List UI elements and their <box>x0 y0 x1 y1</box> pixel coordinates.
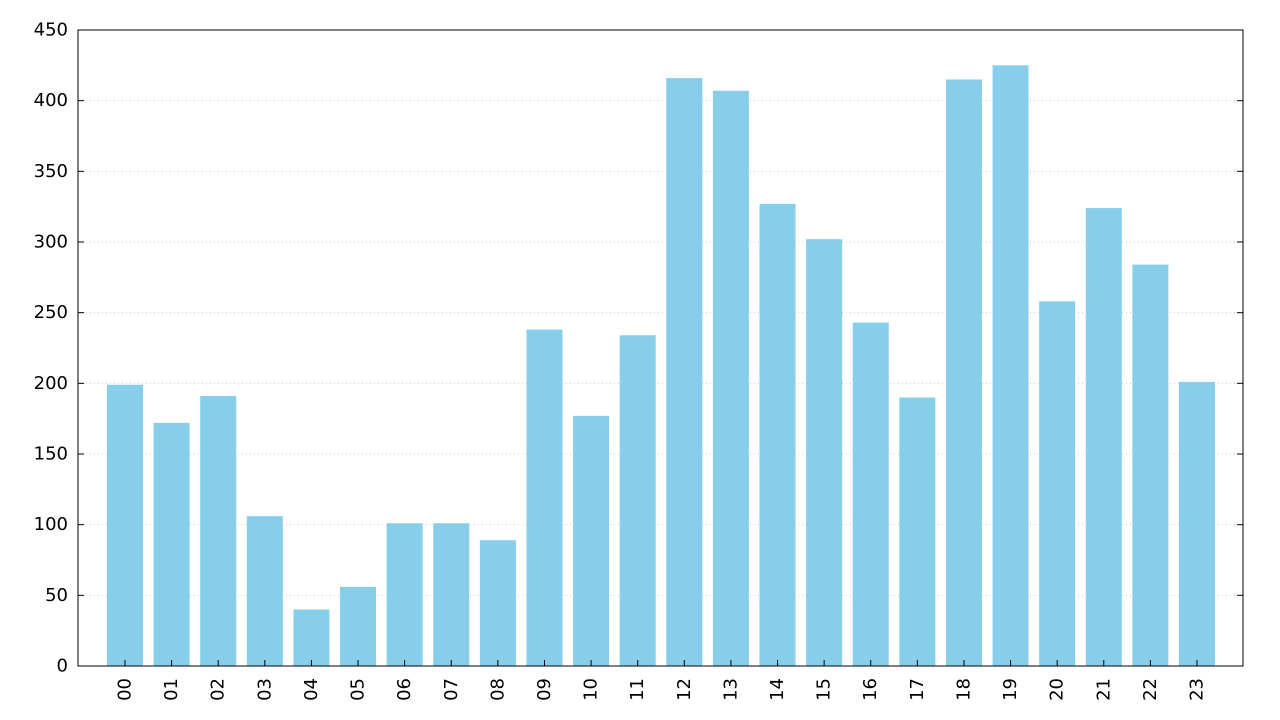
bar-18 <box>945 79 982 666</box>
x-tick-label: 08 <box>487 678 508 701</box>
bar-04 <box>293 609 330 666</box>
x-tick-label: 09 <box>534 678 555 701</box>
x-tick-label: 10 <box>581 678 602 701</box>
x-tick-label: 19 <box>1000 678 1021 701</box>
y-axis: 0 50 100 150 200 250 300 350 400 450 <box>34 20 1243 677</box>
y-tick-label: 350 <box>34 161 68 182</box>
x-tick-label: 22 <box>1140 678 1161 701</box>
y-tick-label: 100 <box>34 514 68 535</box>
bar-05 <box>340 586 377 666</box>
y-tick-label: 150 <box>34 444 68 465</box>
x-tick-label: 17 <box>907 678 928 701</box>
x-tick-label: 21 <box>1093 678 1114 701</box>
bar-11 <box>619 335 656 666</box>
bar-12 <box>666 78 703 666</box>
x-tick-label: 14 <box>767 678 788 701</box>
bar-07 <box>433 523 470 666</box>
bar-22 <box>1132 264 1169 666</box>
y-tick-label: 450 <box>34 20 68 41</box>
bar-02 <box>200 396 237 666</box>
bar-10 <box>573 415 610 666</box>
x-tick-label: 04 <box>301 678 322 701</box>
bar-06 <box>386 523 423 666</box>
x-tick-label: 15 <box>814 678 835 701</box>
bar-23 <box>1179 381 1215 666</box>
x-tick-label: 11 <box>627 678 648 701</box>
bar-20 <box>1039 301 1076 666</box>
bar-17 <box>899 397 936 666</box>
y-tick-label: 400 <box>34 90 68 111</box>
x-axis: 00 01 02 03 04 05 06 07 08 09 10 11 12 13 14 15 16 17 18 19… <box>115 660 1208 701</box>
plot-frame <box>77 29 1244 667</box>
bar-03 <box>246 516 283 666</box>
x-tick-label: 00 <box>115 678 136 701</box>
bar-15 <box>806 239 843 666</box>
x-tick-label: 23 <box>1187 678 1208 701</box>
x-tick-label: 06 <box>394 678 415 701</box>
bar-14 <box>759 203 796 666</box>
x-tick-label: 01 <box>161 678 182 701</box>
y-tick-label: 200 <box>34 373 68 394</box>
bar-19 <box>992 65 1029 667</box>
y-tick-label: 50 <box>45 585 68 606</box>
bar-09 <box>526 329 563 666</box>
bar-00 <box>107 384 143 666</box>
y-tick-label: 300 <box>34 232 68 253</box>
bar-16 <box>852 322 889 666</box>
bar-08 <box>479 540 516 666</box>
bar-13 <box>712 90 749 667</box>
x-tick-label: 13 <box>720 678 741 701</box>
x-tick-label: 07 <box>441 678 462 701</box>
x-tick-label: 03 <box>254 678 275 701</box>
y-tick-label: 0 <box>57 656 68 677</box>
x-tick-label: 20 <box>1047 678 1068 701</box>
x-tick-label: 12 <box>674 678 695 701</box>
bar-01 <box>153 422 190 666</box>
x-tick-label: 18 <box>953 678 974 701</box>
x-tick-label: 05 <box>348 678 369 701</box>
y-tick-label: 250 <box>34 302 68 323</box>
x-tick-label: 02 <box>208 678 229 701</box>
bar-21 <box>1085 208 1122 666</box>
x-tick-label: 16 <box>860 678 881 701</box>
bars <box>107 65 1215 667</box>
